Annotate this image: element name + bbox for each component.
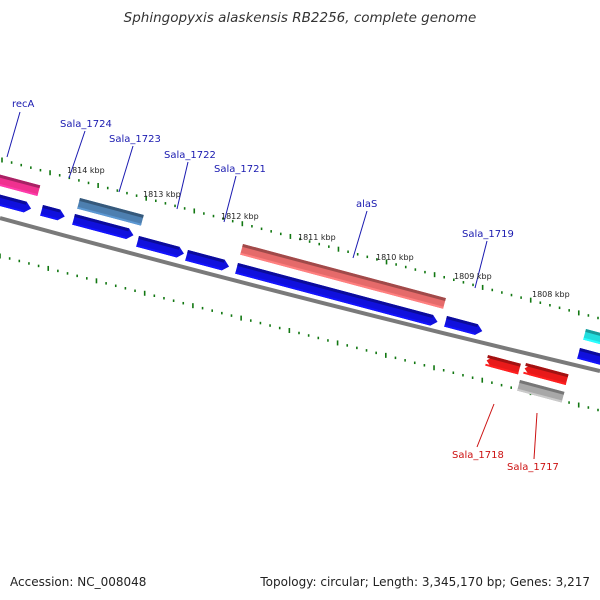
gene-blue[interactable] bbox=[136, 236, 185, 259]
callout-line bbox=[223, 175, 237, 223]
gene-blue[interactable] bbox=[577, 348, 600, 366]
gene-reca[interactable] bbox=[0, 172, 41, 197]
callout-line bbox=[6, 111, 21, 158]
ruler-label: 1810 kbp bbox=[376, 253, 414, 262]
gene-blue[interactable] bbox=[185, 250, 230, 272]
ruler-label: 1811 kbp bbox=[298, 233, 336, 242]
gene-cyan[interactable] bbox=[583, 329, 600, 345]
gene-blue[interactable] bbox=[0, 192, 33, 214]
ruler-label: 1809 kbp bbox=[454, 272, 492, 281]
callout-line bbox=[176, 161, 189, 210]
gene-label-sala-1721[interactable]: Sala_1721 bbox=[214, 164, 266, 175]
gene-features bbox=[0, 172, 600, 403]
callout-line bbox=[476, 403, 495, 448]
gene-blue[interactable] bbox=[235, 263, 439, 327]
gene-sala-1718[interactable] bbox=[485, 355, 521, 375]
gene-label-sala-1724[interactable]: Sala_1724 bbox=[60, 119, 112, 130]
gene-blue[interactable] bbox=[72, 214, 135, 241]
callout-line bbox=[533, 412, 538, 460]
ruler-label: 1814 kbp bbox=[67, 166, 105, 175]
callout-line bbox=[474, 240, 488, 289]
gene-callout-lines bbox=[6, 111, 538, 460]
gene-label-sala-1723[interactable]: Sala_1723 bbox=[109, 134, 161, 145]
gene-sala-1717[interactable] bbox=[523, 363, 569, 385]
gene-labels: recA Sala_1724 Sala_1723 Sala_1722 Sala_… bbox=[12, 99, 559, 473]
genome-summary-text: Topology: circular; Length: 3,345,170 bp… bbox=[259, 575, 590, 589]
ruler-label: 1813 kbp bbox=[143, 190, 181, 199]
gene-label-sala-1718[interactable]: Sala_1718 bbox=[452, 450, 504, 461]
gene-label-sala-1722[interactable]: Sala_1722 bbox=[164, 150, 216, 161]
accession-text: Accession: NC_008048 bbox=[10, 575, 146, 589]
ruler-labels: 1814 kbp 1813 kbp 1812 kbp 1811 kbp 1810… bbox=[67, 166, 570, 299]
gene-alas[interactable] bbox=[240, 244, 446, 309]
gene-blue[interactable] bbox=[444, 316, 484, 336]
ruler-label: 1808 kbp bbox=[532, 290, 570, 299]
callout-line bbox=[352, 210, 368, 259]
gene-label-sala-1719[interactable]: Sala_1719 bbox=[462, 229, 514, 240]
gene-label-reca[interactable]: recA bbox=[12, 99, 35, 110]
gene-label-alas[interactable]: alaS bbox=[356, 199, 377, 210]
gene-label-sala-1717[interactable]: Sala_1717 bbox=[507, 462, 559, 473]
gene-grey[interactable] bbox=[517, 380, 565, 403]
ruler-label: 1812 kbp bbox=[221, 212, 259, 221]
gene-blue[interactable] bbox=[40, 205, 66, 222]
map-title: Sphingopyxis alaskensis RB2256, complete… bbox=[124, 10, 477, 26]
callout-line bbox=[118, 145, 134, 193]
gene-sala-1724[interactable] bbox=[77, 198, 144, 226]
callout-line bbox=[68, 130, 86, 179]
genome-backbone bbox=[0, 216, 600, 373]
